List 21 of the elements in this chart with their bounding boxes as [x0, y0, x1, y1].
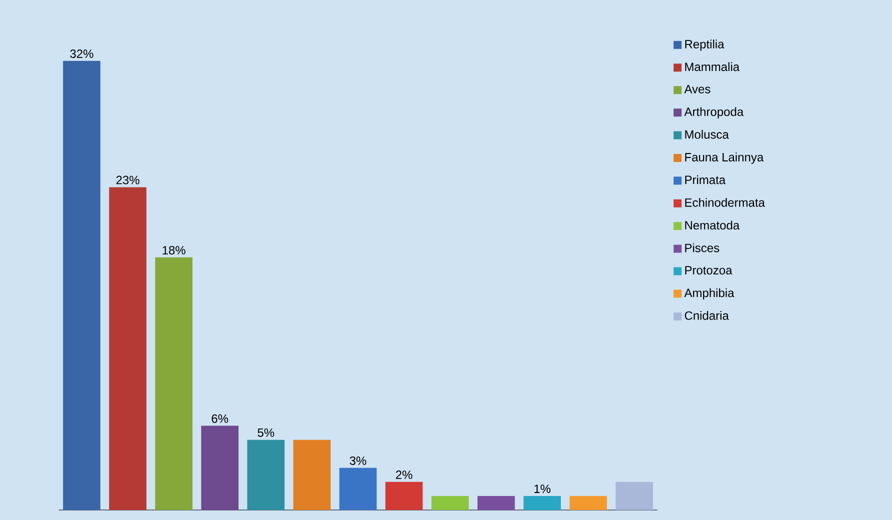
legend-label: Cnidaria: [684, 311, 729, 320]
data-label: 1%: [534, 484, 550, 494]
legend-label: Fauna Lainnya: [685, 152, 764, 164]
legend-label: Echinodermata: [685, 198, 765, 207]
data-label: 2%: [396, 470, 412, 479]
data-label: 23%: [116, 176, 140, 184]
legend-label: Nematoda: [685, 220, 740, 230]
data-label: 18%: [162, 246, 186, 254]
data-label: 5%: [258, 428, 274, 437]
legend-label: Protozoa: [685, 266, 732, 274]
legend-label: Aves: [684, 84, 710, 94]
legend-label: Reptilia: [685, 40, 724, 51]
data-label: 6%: [212, 414, 228, 423]
legend-label: Molusca: [685, 130, 729, 139]
legend-label: Mammalia: [685, 62, 740, 72]
legend-label: Amphibia: [684, 288, 734, 300]
legend-label: Arthropoda: [684, 107, 744, 118]
data-label: 3%: [350, 456, 366, 465]
legend-label: Primata: [685, 175, 726, 184]
legend-label: Pisces: [685, 243, 720, 252]
data-label: 32%: [70, 49, 94, 58]
